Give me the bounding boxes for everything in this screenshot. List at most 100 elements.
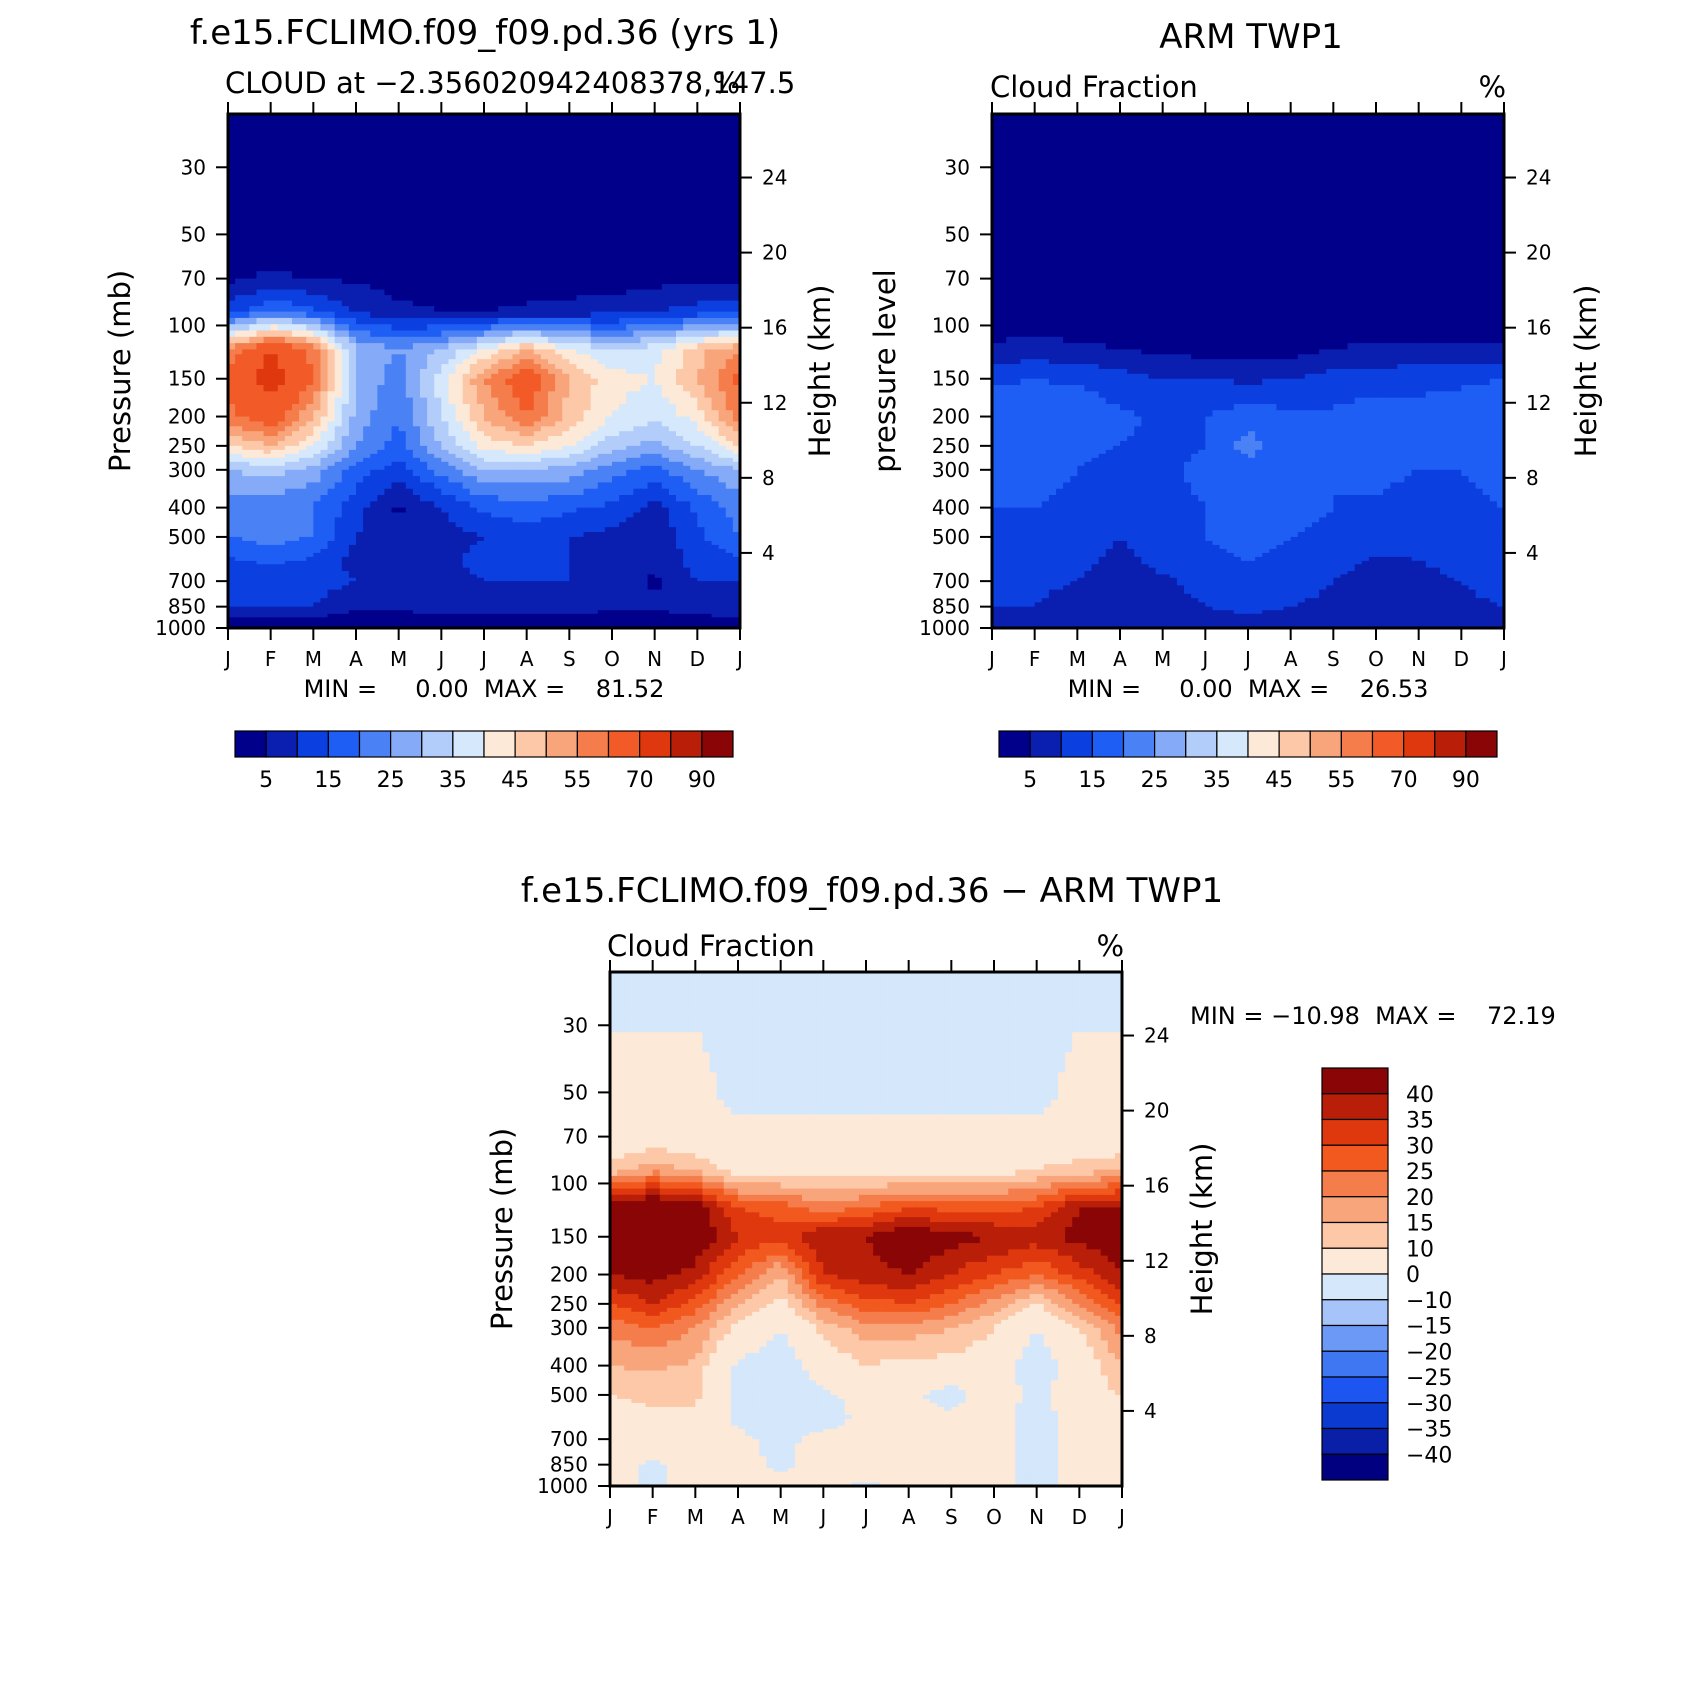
model-cell	[555, 567, 563, 572]
model-cell	[583, 440, 592, 447]
model-cell	[448, 385, 457, 392]
model-cell	[619, 368, 627, 375]
model-cell	[626, 527, 634, 533]
model-cell	[363, 391, 371, 399]
model-cell	[562, 421, 570, 427]
model-cell	[491, 249, 499, 258]
model-cell	[491, 527, 499, 533]
model-cell	[519, 536, 528, 542]
model-cell	[299, 488, 307, 496]
model-cell	[228, 556, 236, 562]
model-cell	[277, 522, 286, 528]
model-cell	[732, 295, 741, 302]
model-cell	[690, 440, 698, 447]
model-cell	[725, 469, 734, 477]
model-cell	[391, 552, 400, 558]
model-cell	[597, 410, 606, 418]
model-cell	[320, 501, 329, 509]
model-cell	[711, 154, 720, 175]
model-cell	[725, 532, 734, 538]
model-cell	[256, 556, 265, 562]
model-cell	[519, 540, 528, 546]
model-cell	[718, 214, 727, 235]
model-cell	[277, 560, 286, 565]
model-cell	[690, 410, 698, 418]
model-cell	[412, 556, 421, 562]
model-cell	[242, 373, 250, 380]
model-cell	[604, 336, 613, 344]
model-cell	[654, 501, 663, 509]
model-cell	[519, 194, 528, 215]
model-cell	[654, 194, 663, 215]
model-cell	[597, 556, 606, 562]
model-cell	[284, 532, 293, 538]
model-cell	[398, 517, 407, 523]
model-cell	[533, 410, 542, 418]
model-cell	[284, 330, 293, 338]
model-cell	[512, 548, 521, 554]
model-cell	[327, 306, 336, 313]
model-cell	[412, 174, 421, 195]
model-cell	[320, 495, 329, 502]
model-cell	[704, 306, 713, 313]
model-cell	[256, 469, 265, 477]
model-cell	[228, 476, 236, 484]
model-cell	[498, 324, 506, 332]
model-cell	[654, 560, 663, 565]
model-cell	[569, 343, 578, 351]
model-cell	[519, 364, 528, 370]
model-cell	[292, 522, 300, 528]
model-cell	[576, 517, 585, 523]
model-cell	[256, 421, 265, 427]
model-cell	[683, 256, 691, 265]
model-cell	[526, 501, 535, 509]
model-cell	[555, 556, 563, 562]
model-cell	[505, 465, 514, 471]
model-cell	[384, 560, 393, 565]
model-cell	[434, 476, 442, 484]
model-cell	[647, 385, 656, 392]
model-cell	[412, 385, 421, 392]
model-cell	[626, 249, 634, 258]
model-cell	[327, 263, 336, 272]
model-cell	[469, 532, 478, 538]
model-cell	[597, 540, 606, 546]
model-cell	[661, 544, 670, 550]
model-cell	[270, 306, 279, 313]
model-cell	[604, 461, 613, 467]
model-cell	[626, 501, 634, 509]
model-cell	[249, 461, 258, 467]
model-cell	[448, 465, 457, 471]
model-cell	[384, 311, 393, 319]
model-cell	[562, 469, 570, 477]
model-cell	[391, 567, 400, 572]
model-cell	[249, 571, 258, 575]
model-cell	[235, 385, 243, 392]
model-cell	[256, 373, 265, 380]
model-cell	[228, 349, 236, 355]
model-cell	[640, 194, 649, 215]
model-cell	[505, 354, 514, 360]
model-cell	[398, 336, 407, 344]
model-cell	[363, 536, 371, 542]
model-cell	[327, 378, 336, 386]
model-cell	[491, 368, 499, 375]
model-cell	[476, 295, 485, 302]
model-cell	[697, 249, 706, 258]
model-cell	[462, 507, 471, 514]
model-cell	[284, 249, 293, 258]
model-cell	[661, 512, 670, 518]
model-cell	[647, 256, 656, 265]
model-cell	[711, 536, 720, 542]
model-cell	[562, 249, 570, 258]
model-cell	[576, 349, 585, 355]
model-cell	[526, 391, 535, 399]
model-cell	[526, 564, 535, 569]
model-cell	[427, 284, 435, 291]
model-cell	[704, 134, 713, 155]
model-cell	[356, 457, 364, 463]
model-cell	[604, 449, 613, 455]
model-cell	[448, 289, 457, 296]
model-cell	[313, 364, 322, 370]
model-cell	[676, 324, 684, 332]
